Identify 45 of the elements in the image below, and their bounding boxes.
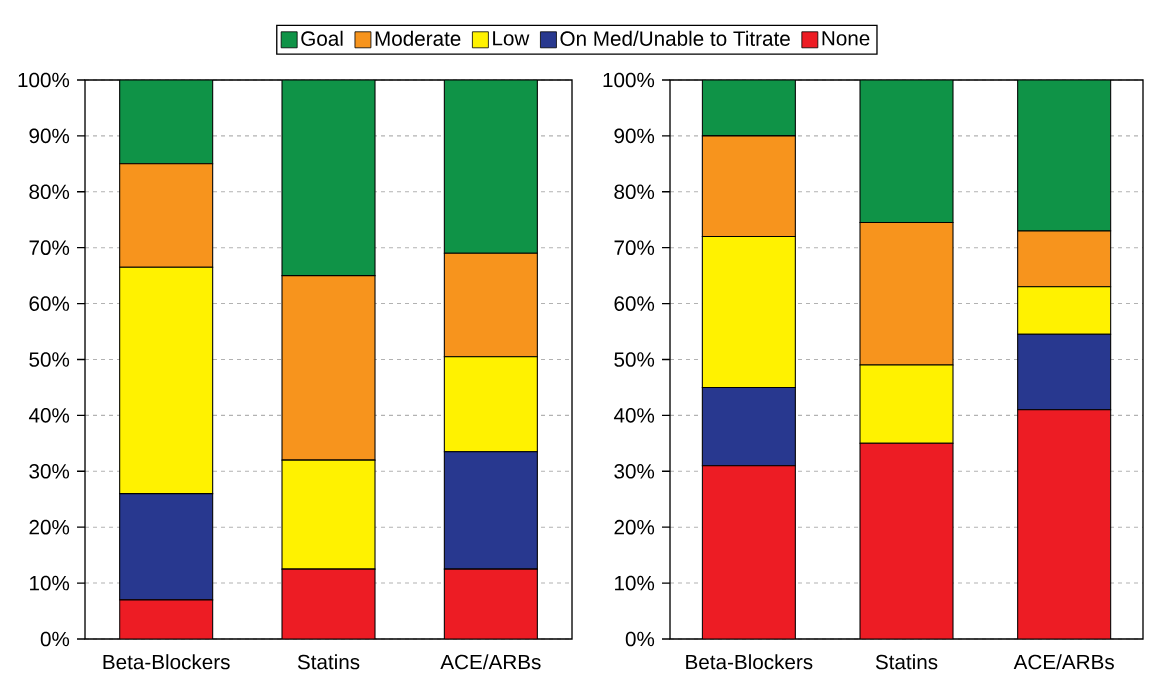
bar — [443, 568, 538, 639]
x-tick-label: Statins — [297, 654, 360, 670]
y-tick-label: 90% — [29, 128, 70, 144]
y-tick-label: 30% — [614, 463, 655, 479]
y-tick-label: 10% — [615, 575, 655, 591]
bar — [281, 79, 376, 277]
y-tick-label: 40% — [28, 408, 70, 423]
x-tick-label: ACE/ARBs — [1013, 654, 1114, 670]
y-tick-label: 50% — [614, 352, 655, 367]
y-tick-label: 50% — [29, 352, 70, 367]
y-tick-label: 70% — [29, 240, 70, 256]
y-tick-label: 0% — [625, 631, 655, 647]
bar — [443, 79, 538, 254]
y-tick-label: 90% — [614, 128, 655, 144]
bar — [701, 79, 796, 137]
bar — [281, 568, 376, 639]
y-tick-label: 40% — [613, 408, 655, 423]
y-tick-label: 60% — [614, 296, 655, 311]
x-tick-label: Beta-Blockers — [686, 654, 813, 670]
y-tick-label: 20% — [29, 519, 70, 535]
bar — [119, 79, 214, 165]
legend-label: Low — [493, 31, 530, 46]
x-tick-label: Beta-Blockers — [103, 654, 230, 670]
y-tick-label: 80% — [29, 184, 70, 200]
y-tick-label: 10% — [30, 575, 70, 591]
bar — [1017, 79, 1112, 232]
bar — [859, 442, 954, 639]
bar — [701, 465, 796, 639]
y-tick-label: 0% — [40, 631, 70, 647]
legend-label: None — [822, 31, 870, 46]
legend-label: Moderate — [375, 30, 461, 46]
legend-label: Goal — [301, 30, 343, 46]
y-tick-label: 70% — [614, 240, 655, 256]
bar — [119, 599, 214, 639]
bar — [859, 79, 954, 224]
y-tick-label: 60% — [29, 296, 70, 311]
x-tick-label: ACE/ARBs — [440, 654, 541, 670]
bar — [1017, 409, 1112, 639]
y-tick-label: 80% — [614, 184, 655, 200]
y-tick-label: 20% — [614, 519, 655, 535]
y-tick-label: 100% — [603, 72, 655, 88]
legend-label: On Med/Unable to Titrate — [560, 30, 790, 46]
y-tick-label: 30% — [29, 463, 70, 479]
x-tick-label: Statins — [875, 654, 938, 670]
y-tick-label: 100% — [18, 72, 70, 88]
